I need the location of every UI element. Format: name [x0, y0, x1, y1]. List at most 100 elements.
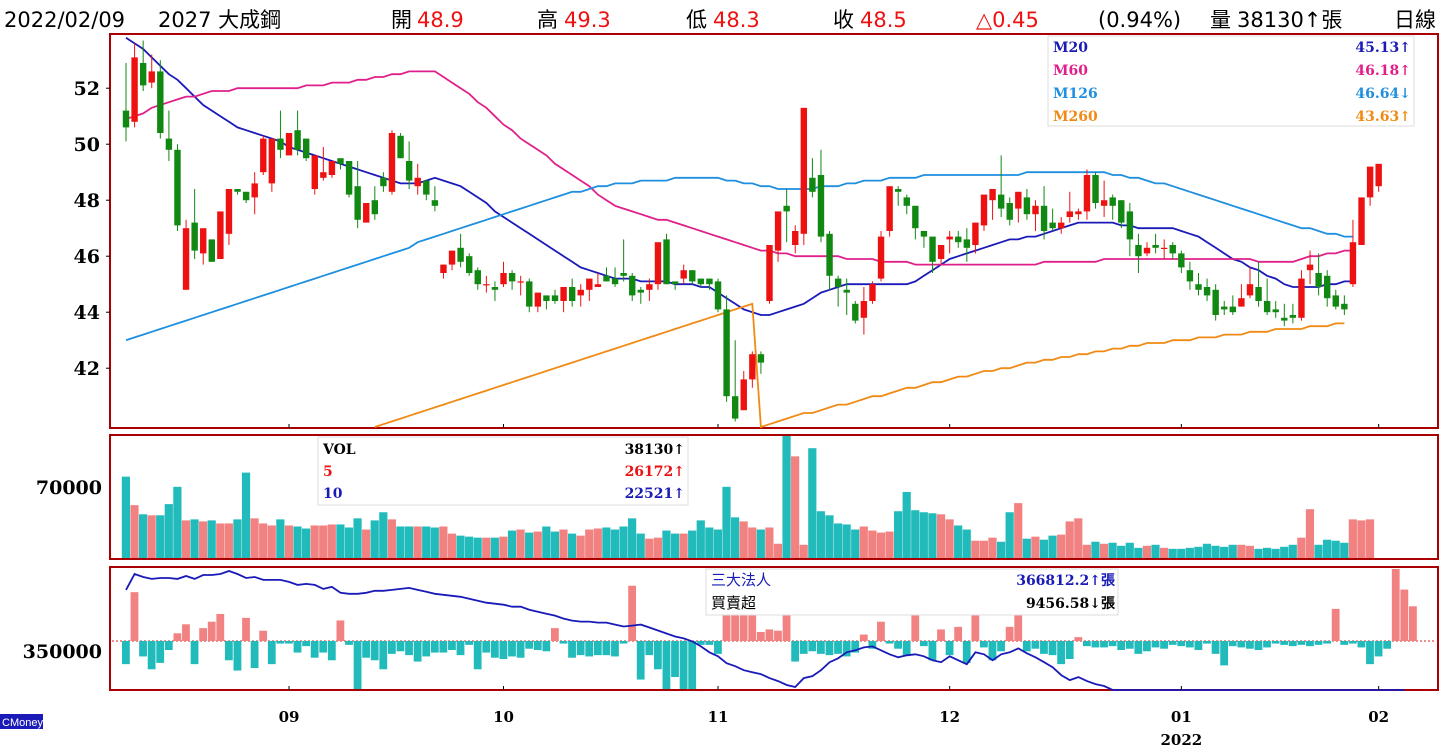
volume-bar [1357, 520, 1366, 558]
candle-body [1092, 175, 1099, 203]
volume-bar [327, 524, 336, 558]
header-volume-label: 量 [1210, 8, 1231, 32]
candle-body [1152, 245, 1159, 248]
candle-body [388, 133, 396, 192]
volume-bar [301, 528, 311, 558]
institutional-bar [1143, 641, 1151, 652]
volume-bar [138, 514, 148, 558]
institutional-bar [1168, 641, 1177, 645]
volume-bar [1099, 543, 1109, 558]
candle-body [1246, 284, 1254, 296]
candle-body [405, 161, 413, 181]
candle-body [723, 309, 730, 397]
institutional-bar [224, 641, 233, 661]
institutional-legend-name: 三大法人 [711, 571, 771, 589]
volume-bar [1125, 542, 1134, 558]
candle-body [543, 295, 550, 301]
institutional-bar [894, 641, 902, 649]
candle-body [363, 203, 370, 223]
candle-body [191, 222, 198, 251]
candle-body [1023, 197, 1031, 215]
institutional-bar [1288, 641, 1297, 647]
volume-bar [619, 526, 628, 558]
volume-bar [988, 537, 997, 558]
institutional-bar [1108, 641, 1117, 647]
volume-bar [1237, 544, 1246, 558]
institutional-bar [1082, 641, 1091, 647]
header-open-label: 開 [391, 8, 412, 32]
institutional-bar [207, 621, 216, 641]
volume-bar [1194, 546, 1203, 558]
institutional-bar [302, 641, 310, 647]
volume-bar [233, 519, 242, 558]
institutional-bar [130, 592, 139, 641]
candle-body [397, 135, 404, 159]
institutional-bar [653, 641, 662, 670]
institutional-line-path [125, 570, 1405, 691]
candle-body [603, 275, 610, 282]
cmoney-logo: CMoney [2, 717, 43, 729]
volume-bar [791, 456, 800, 558]
candle-body [1349, 242, 1357, 285]
candle-body [431, 200, 439, 206]
volume-legend-value: 38130↑ [625, 442, 685, 458]
candle-body [551, 295, 559, 301]
candle-body [1195, 284, 1202, 290]
institutional-bar [1245, 641, 1254, 649]
volume-bar [1365, 519, 1375, 558]
candle-body [877, 236, 885, 279]
candle-body [371, 200, 379, 215]
institutional-bar [1125, 641, 1134, 649]
candle-body [1315, 273, 1322, 287]
institutional-bar [1263, 641, 1271, 648]
candle-body [285, 133, 293, 156]
institutional-bar [997, 641, 1005, 652]
candle-body [792, 231, 799, 245]
candle-body [637, 289, 644, 293]
institutional-bar [199, 628, 208, 641]
volume-bar [1323, 539, 1332, 558]
candle-body [646, 284, 653, 290]
volume-bar [825, 515, 834, 558]
volume-legend-value: 22521↑ [625, 486, 685, 502]
volume-bar [1014, 503, 1023, 558]
institutional-bar [662, 641, 671, 689]
candle-body [1058, 222, 1065, 229]
candle-body [937, 245, 945, 259]
candle-body [766, 245, 773, 301]
candle-body [448, 250, 456, 265]
volume-bar [962, 529, 971, 558]
institutional-bar [1151, 641, 1160, 648]
candle-body [302, 138, 310, 159]
institutional-bar [310, 641, 319, 658]
volume-legend-name: 10 [323, 486, 343, 502]
candle-body [1332, 295, 1339, 307]
candle-body [568, 287, 576, 301]
institutional-bar [808, 641, 817, 652]
volume-y-axis: 70000 [36, 477, 102, 499]
volume-bar [567, 533, 577, 558]
institutional-bar [336, 620, 345, 641]
institutional-bar [370, 641, 379, 661]
volume-bar [147, 515, 156, 558]
volume-bar [293, 526, 302, 558]
candle-body [663, 239, 670, 285]
volume-bar [954, 525, 963, 558]
price-y-tick-label: 52 [74, 78, 100, 100]
institutional-bar [276, 641, 285, 644]
candle-body [577, 289, 584, 296]
candle-body [1306, 264, 1314, 271]
volume-bar [439, 526, 448, 558]
x-tick-label: 11 [708, 708, 729, 726]
ma-line-m260 [374, 302, 1345, 429]
header-close: 48.5 [860, 8, 907, 32]
institutional-bar [439, 641, 448, 653]
institutional-bar [1074, 637, 1083, 641]
institutional-bar [731, 602, 739, 641]
institutional-bar [1100, 641, 1108, 648]
institutional-bar [147, 641, 156, 670]
candle-body [1366, 166, 1374, 198]
ma-legend-name: M20 [1053, 40, 1088, 56]
institutional-bar [1177, 641, 1186, 647]
institutional-bar [1091, 641, 1100, 648]
